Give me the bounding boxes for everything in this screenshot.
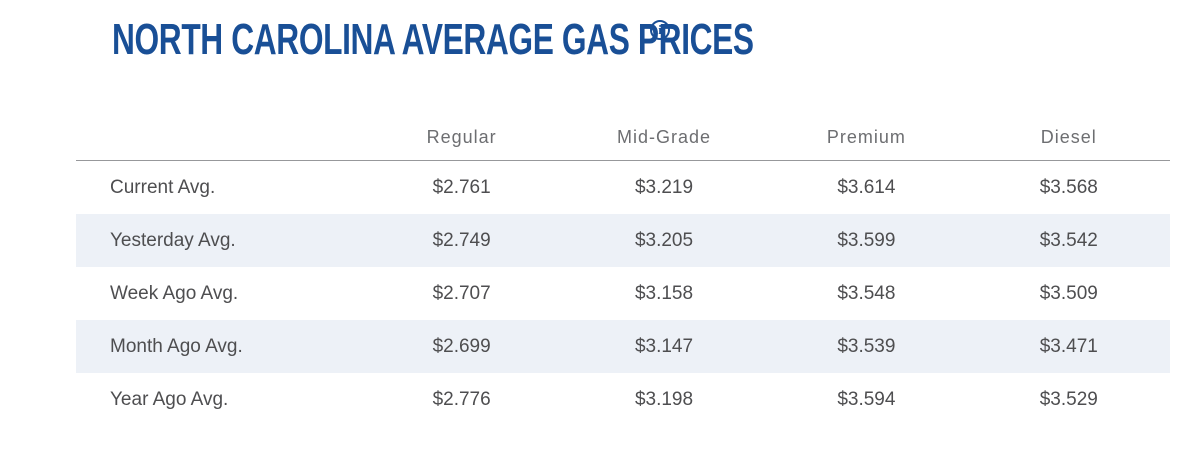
table-row: Month Ago Avg. $2.699 $3.147 $3.539 $3.4… <box>76 320 1170 373</box>
row-label: Week Ago Avg. <box>110 282 239 304</box>
column-header-diesel: Diesel <box>967 100 1170 161</box>
price-cell: $3.509 <box>1039 282 1098 304</box>
price-cell: $3.568 <box>1039 176 1098 198</box>
column-header-empty <box>76 100 361 161</box>
table-row: Year Ago Avg. $2.776 $3.198 $3.594 $3.52… <box>76 373 1170 426</box>
price-cell: $2.699 <box>432 335 491 357</box>
price-cell: $3.471 <box>1039 335 1098 357</box>
price-cell: $3.219 <box>634 176 694 198</box>
price-cell: $3.594 <box>837 388 896 410</box>
row-label: Year Ago Avg. <box>110 388 229 410</box>
row-label: Current Avg. <box>110 176 216 198</box>
price-cell: $3.542 <box>1039 229 1098 251</box>
price-cell: $3.147 <box>634 335 694 357</box>
table-row: Yesterday Avg. $2.749 $3.205 $3.599 $3.5… <box>76 214 1170 267</box>
column-header-premium: Premium <box>765 100 968 161</box>
table-row: Week Ago Avg. $2.707 $3.158 $3.548 $3.50… <box>76 267 1170 320</box>
price-cell: $3.529 <box>1039 388 1098 410</box>
gas-prices-table: Regular Mid-Grade Premium Diesel Current… <box>76 100 1170 426</box>
price-cell: $2.776 <box>432 388 491 410</box>
column-header-midgrade: Mid-Grade <box>562 100 766 161</box>
table-header-row: Regular Mid-Grade Premium Diesel <box>76 100 1170 161</box>
info-icon[interactable]: i <box>650 20 670 40</box>
price-cell: $2.707 <box>432 282 491 304</box>
price-cell: $3.539 <box>837 335 896 357</box>
price-cell: $3.158 <box>634 282 694 304</box>
row-label: Month Ago Avg. <box>110 335 243 357</box>
table-row: Current Avg. $2.761 $3.219 $3.614 $3.568 <box>76 161 1170 215</box>
price-cell: $3.205 <box>634 229 694 251</box>
row-label: Yesterday Avg. <box>110 229 236 251</box>
price-cell: $3.614 <box>837 176 896 198</box>
price-cell: $2.749 <box>432 229 491 251</box>
page-title: NORTH CAROLINA AVERAGE GAS PRICES <box>112 15 754 64</box>
column-header-regular: Regular <box>360 100 563 161</box>
price-cell: $3.599 <box>837 229 896 251</box>
price-cell: $3.198 <box>634 388 694 410</box>
price-cell: $3.548 <box>837 282 896 304</box>
page-title-block: NORTH CAROLINA AVERAGE GAS PRICES i <box>112 18 1003 64</box>
price-cell: $2.761 <box>432 176 491 198</box>
